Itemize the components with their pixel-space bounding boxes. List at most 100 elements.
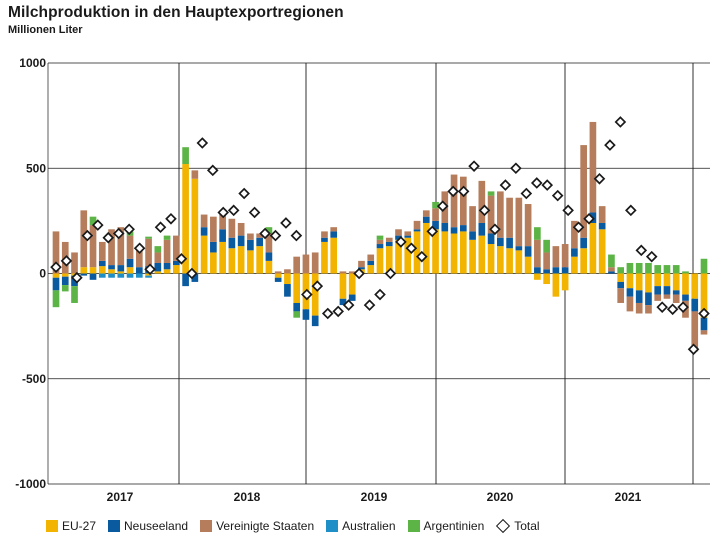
bar-segment-neuseeland (117, 265, 125, 272)
legend-item-argentinien: Argentinien (407, 519, 484, 533)
bar-segment-argentinien (61, 285, 69, 292)
bar-segment-neuseeland (506, 237, 513, 249)
bar-segment-neuseeland (478, 222, 486, 236)
bar-segment-usa (302, 254, 310, 274)
total-marker (562, 204, 574, 217)
bar-segment-neuseeland (432, 220, 439, 230)
total-marker (227, 204, 240, 217)
bar-segment-neuseeland (61, 276, 69, 286)
x-tick-label: 2018 (234, 490, 261, 504)
bar-segment-eu27 (311, 273, 319, 316)
bar-segment-neuseeland (321, 237, 328, 242)
bar-segment-argentinien (487, 191, 495, 196)
bar-segment-argentinien (608, 254, 615, 268)
bar-segment-neuseeland (672, 290, 680, 295)
bar-segment-usa (589, 121, 597, 213)
total-marker (186, 267, 198, 280)
bar-segment-eu27 (515, 250, 523, 274)
total-marker (635, 244, 648, 257)
legend-item-eu27: EU-27 (46, 519, 96, 533)
bar-segment-neuseeland (459, 225, 467, 232)
bar-segment-eu27 (182, 164, 189, 274)
bar-segment-eu27 (672, 273, 680, 291)
bar-segment-argentinien (635, 262, 643, 274)
legend-swatch-eu27 (46, 520, 58, 532)
bar-segment-argentinien (672, 265, 680, 274)
bar-segment-neuseeland (348, 294, 356, 301)
bar-segment-eu27 (163, 269, 171, 274)
bar-segment-neuseeland (635, 290, 643, 303)
bar-segment-usa (404, 231, 412, 236)
total-marker (144, 263, 156, 276)
bar-segment-neuseeland (237, 235, 245, 247)
legend-label-neuseeland: Neuseeland (124, 519, 189, 533)
total-marker (572, 221, 585, 233)
bar-segment-australien (108, 273, 115, 278)
bar-segment-usa (358, 260, 365, 268)
bar-segment-eu27 (469, 239, 476, 274)
total-marker (499, 179, 512, 191)
bar-segment-usa (524, 204, 532, 247)
total-marker (165, 212, 177, 225)
bar-segment-usa (459, 176, 467, 226)
bar-segment-eu27 (348, 273, 356, 295)
bar-segment-neuseeland (256, 237, 263, 247)
total-marker (384, 267, 397, 280)
bar-segment-eu27 (339, 273, 347, 299)
bar-segment-argentinien (52, 290, 60, 308)
bar-segment-argentinien (645, 262, 652, 274)
legend-label-total: Total (514, 519, 540, 533)
bar-segment-eu27 (98, 266, 106, 274)
total-marker (321, 307, 334, 320)
bar-segment-argentinien (71, 286, 78, 303)
bar-segment-eu27 (441, 231, 449, 274)
bar-segment-eu27 (367, 265, 375, 274)
bar-segment-neuseeland (80, 273, 88, 276)
total-marker (447, 185, 459, 198)
bar-segment-neuseeland (311, 315, 319, 327)
total-marker (666, 303, 679, 316)
total-marker (50, 261, 62, 273)
bar-segment-eu27 (274, 273, 282, 278)
total-marker (677, 301, 689, 313)
bar-segment-eu27 (663, 273, 671, 287)
bar-segment-usa (210, 216, 217, 242)
total-marker (520, 187, 533, 200)
bar-segment-australien (117, 273, 125, 278)
total-marker (426, 225, 439, 238)
bar-segment-neuseeland (608, 271, 615, 274)
bar-segment-neuseeland (497, 237, 504, 247)
bar-segment-usa (89, 225, 97, 268)
total-marker (687, 343, 700, 356)
bar-segment-neuseeland (598, 222, 606, 230)
bar-segment-usa (98, 241, 106, 261)
bar-segment-usa (135, 250, 143, 268)
bar-segment-usa (691, 311, 699, 352)
bar-segment-eu27 (534, 273, 541, 280)
bar-segment-argentinien (534, 227, 541, 240)
bar-segment-usa (552, 246, 560, 268)
bar-segment-neuseeland (422, 216, 430, 223)
total-marker (436, 200, 449, 212)
total-marker (395, 236, 407, 248)
total-marker (604, 139, 616, 151)
bar-segment-usa (237, 222, 245, 236)
total-marker (551, 189, 564, 202)
bar-segment-eu27 (432, 229, 439, 274)
bar-segment-eu27 (700, 273, 708, 318)
total-marker (489, 223, 501, 236)
bar-segment-usa (321, 231, 328, 238)
bar-segment-neuseeland (543, 269, 550, 274)
bar-segment-neuseeland (515, 246, 523, 251)
total-marker (238, 187, 250, 200)
bar-segment-eu27 (385, 246, 393, 274)
total-marker (259, 227, 271, 240)
bar-segment-usa (71, 252, 78, 274)
bar-segment-usa (339, 271, 347, 274)
bar-segment-neuseeland (395, 235, 402, 240)
bar-segment-neuseeland (52, 277, 60, 291)
bar-segment-usa (80, 210, 88, 268)
bar-segment-neuseeland (330, 231, 338, 238)
bar-segment-neuseeland (663, 286, 671, 295)
